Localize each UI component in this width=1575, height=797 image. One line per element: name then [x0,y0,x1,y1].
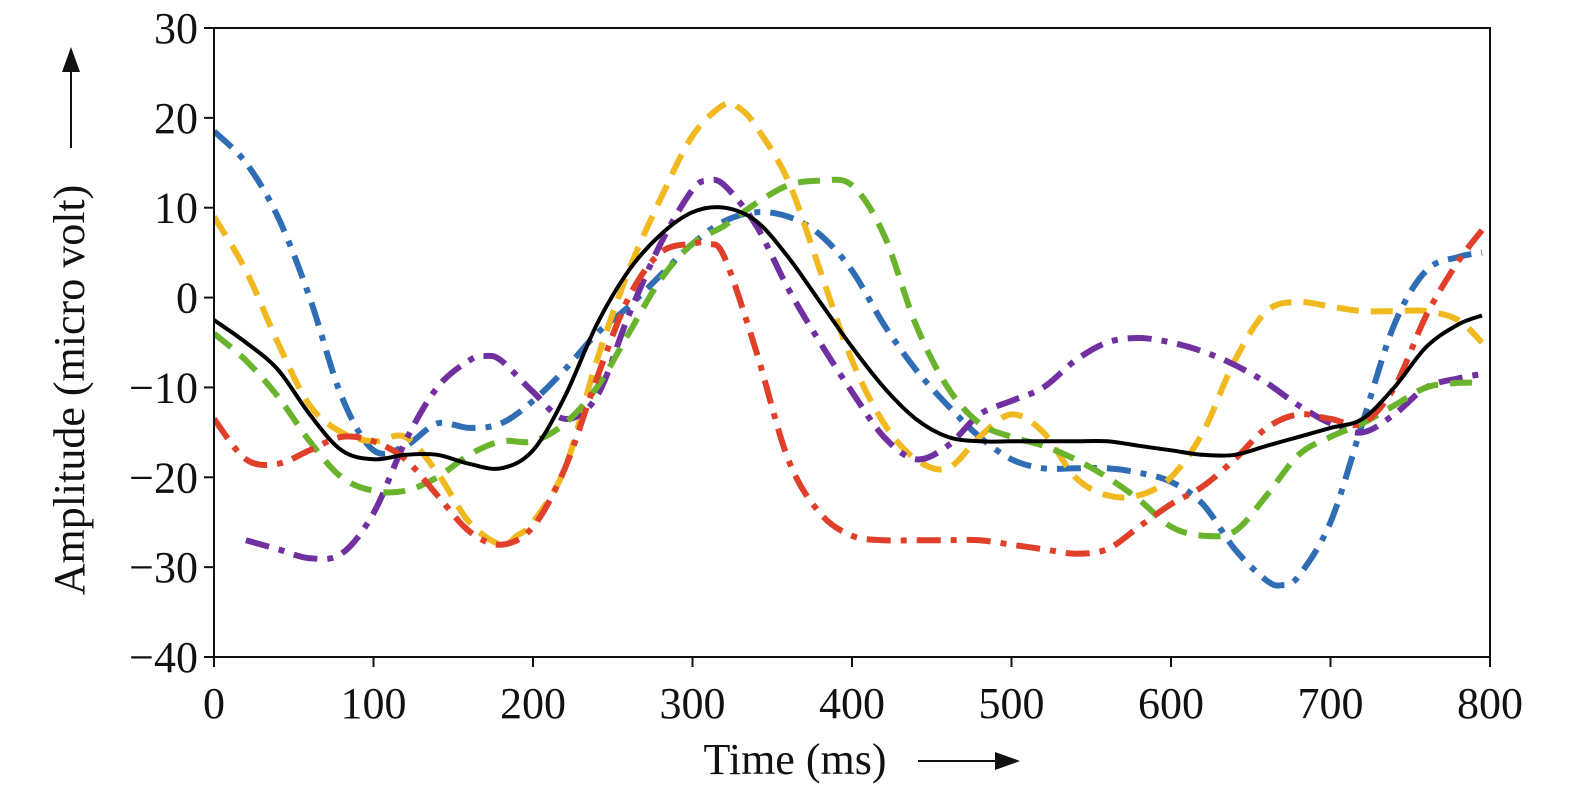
series-line-3 [245,176,1483,563]
y-tick-label: 0 [176,274,198,323]
series-line-1 [214,129,1483,589]
series-line-5 [214,228,1485,557]
plot-frame [213,27,1491,658]
x-tick-label: 300 [660,679,726,728]
y-tick-label: −30 [129,543,198,592]
x-tick-label: 500 [979,679,1045,728]
series-layer [214,99,1485,589]
x-tick-label: 100 [341,679,407,728]
x-tick-label: 800 [1457,679,1523,728]
x-axis-arrow [918,752,1020,770]
x-tick-label: 400 [819,679,885,728]
series-line-4 [214,176,1483,540]
y-tick-label: 10 [154,184,198,233]
y-tick-label: 20 [154,94,198,143]
ticks-layer: 0 100 200 300 400 500 600 700 8003020100−10−20−3… [129,4,1523,728]
y-axis-title: Amplitude (micro volt) [45,185,94,596]
y-tick-label: 30 [154,4,198,53]
y-tick-label: −10 [129,363,198,412]
y-axis-arrow [62,47,80,148]
series-line-6 [214,205,1483,471]
y-tick-label: −40 [129,633,198,682]
x-axis-title: Time (ms) [704,735,887,784]
x-tick-label: 0 [203,679,225,728]
x-tick-label: 700 [1298,679,1364,728]
series-line-2 [214,99,1485,549]
x-tick-label: 600 [1138,679,1204,728]
x-tick-label: 200 [500,679,566,728]
y-tick-label: −20 [129,453,198,502]
